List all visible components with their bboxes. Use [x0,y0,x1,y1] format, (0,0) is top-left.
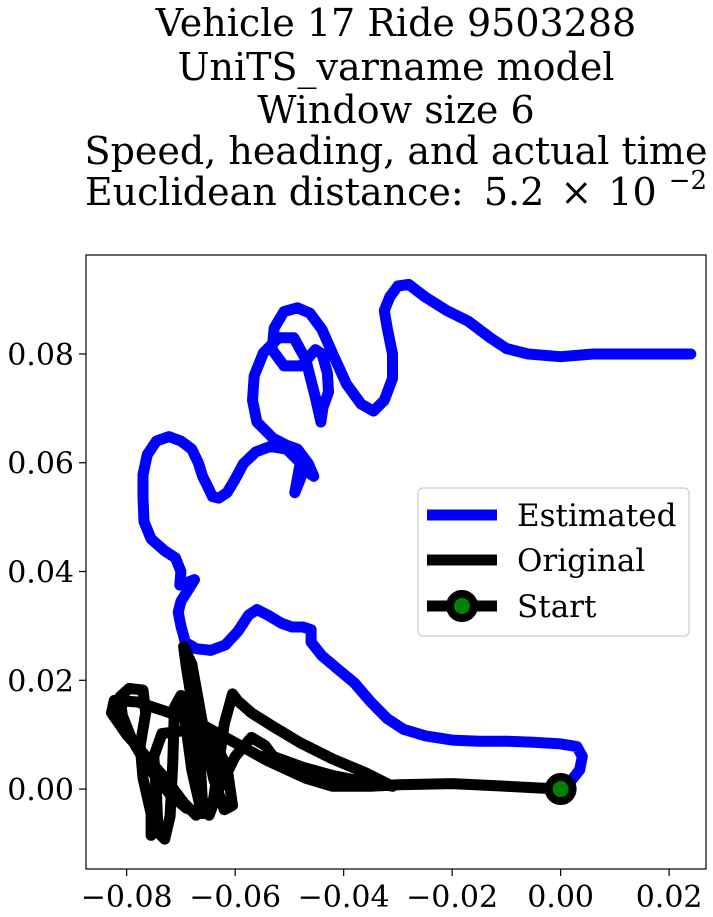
x-tick-label: 0.02 [636,880,703,915]
distance-label: Euclidean distance: [85,170,464,214]
distance-base: 10 [608,170,656,214]
y-tick-label: 0.08 [7,338,74,373]
title-line-3: Window size 6 [257,88,534,132]
series-line-estimated [137,278,697,795]
x-tick-label: −0.04 [298,880,390,915]
plot-frame [85,254,707,870]
x-tick-label: 0.00 [527,880,594,915]
title-line-5: Euclidean distance: 5.2 × 10 −2 [85,166,707,214]
legend-label-estimated: Estimated [517,498,676,534]
start-marker [544,773,577,806]
title-line-2: UniTS_varname model [178,45,615,90]
title-line-4: Speed, heading, and actual time [85,129,708,173]
distance-mantissa: 5.2 [484,170,544,214]
y-tick-label: 0.06 [7,447,74,482]
distance-exponent: −2 [669,166,707,196]
title-line-1: Vehicle 17 Ride 9503288 [155,1,636,45]
x-axis: −0.08 −0.06 −0.04 −0.02 0.00 0.02 [81,869,703,915]
x-tick-label: −0.08 [81,880,173,915]
x-tick-label: −0.06 [189,880,281,915]
legend-swatch-start-marker [446,590,478,622]
x-tick-label: −0.02 [406,880,498,915]
y-tick-label: 0.00 [7,773,74,808]
chart-title: Vehicle 17 Ride 9503288 UniTS_varname mo… [85,1,708,214]
legend-label-start: Start [517,589,597,625]
y-axis: 0.00 0.02 0.04 0.06 0.08 [7,338,86,808]
legend-label-original: Original [517,543,645,579]
series-layer [106,278,697,845]
legend-box [417,487,690,637]
series-line-original [106,641,567,845]
y-tick-label: 0.02 [7,664,74,699]
distance-times: × [560,170,592,214]
y-tick-label: 0.04 [7,556,74,591]
legend: Estimated Original Start [417,487,690,637]
